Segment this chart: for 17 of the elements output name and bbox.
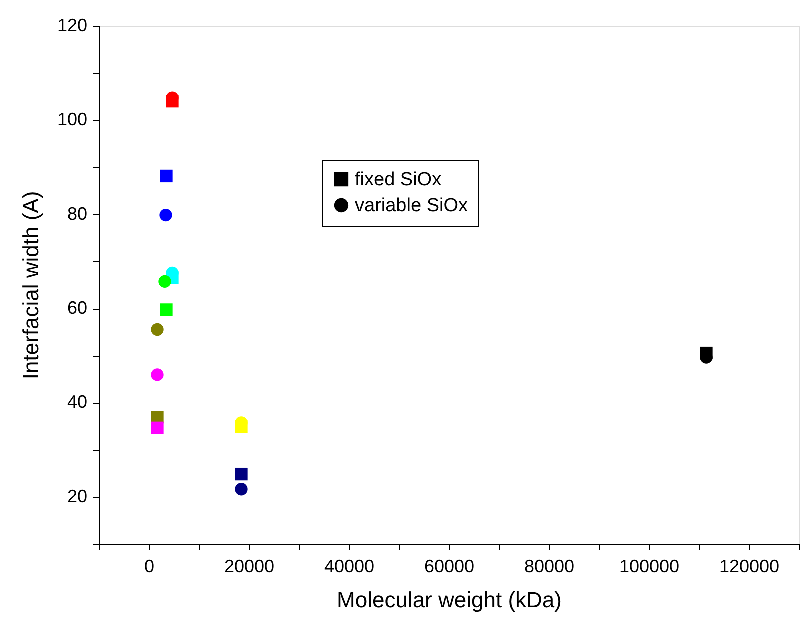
x-tick-label: 120000 [719, 556, 780, 576]
legend-label: variable SiOx [355, 196, 468, 216]
x-tick-label: 20000 [224, 556, 275, 576]
x-tick-label: 80000 [524, 556, 575, 576]
y-tick-label: 60 [67, 298, 88, 318]
y-axis-title: Interfacial width (A) [18, 191, 44, 380]
y-tick-label: 40 [67, 392, 88, 412]
legend-label: fixed SiOx [355, 170, 442, 190]
x-tick-label: 60000 [424, 556, 475, 576]
y-tick-label: 20 [67, 486, 88, 506]
x-tick-label: 0 [144, 556, 155, 576]
x-axis-title: Molecular weight (kDa) [337, 588, 562, 612]
y-tick-label: 100 [57, 110, 88, 130]
x-tick-label: 100000 [619, 556, 680, 576]
x-tick-label: 40000 [324, 556, 375, 576]
y-tick-label: 120 [57, 16, 88, 36]
y-tick-label: 80 [67, 204, 88, 224]
